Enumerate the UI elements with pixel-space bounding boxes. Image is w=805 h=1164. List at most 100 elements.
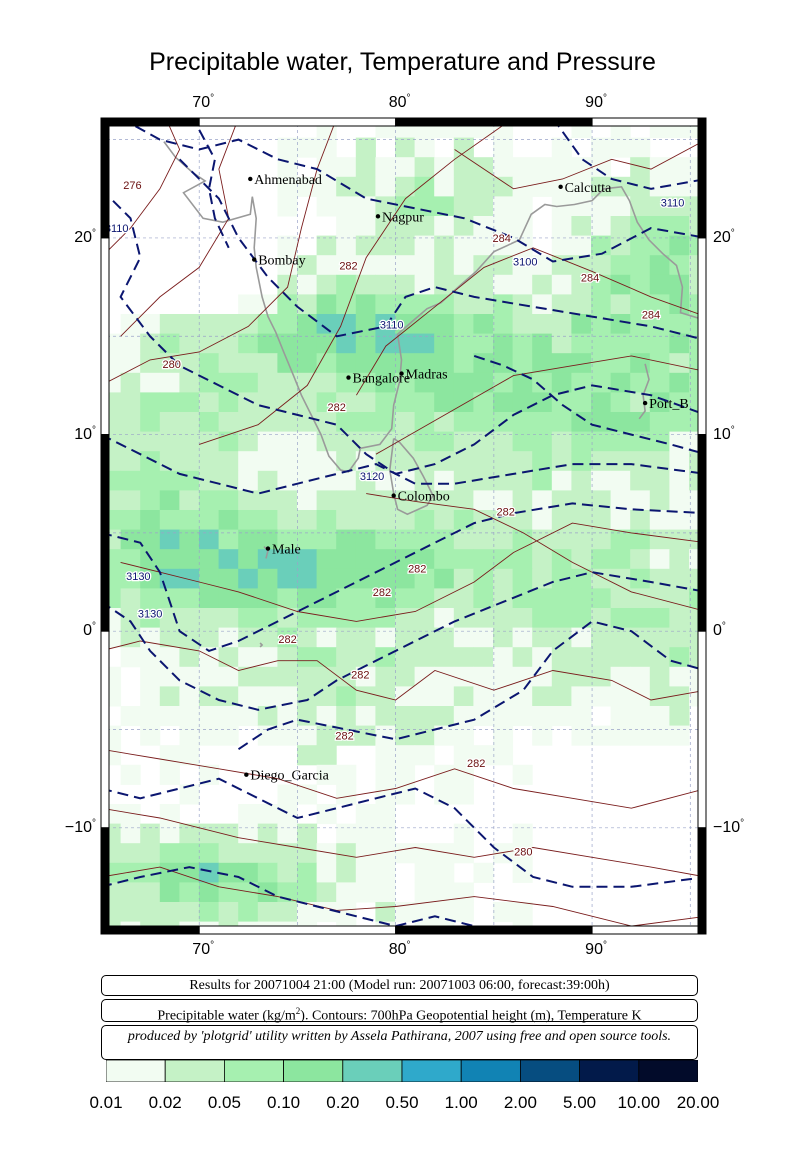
pw-cell <box>297 647 318 668</box>
pw-cell <box>551 274 572 295</box>
pw-cell <box>434 235 455 256</box>
pw-cell <box>453 235 474 256</box>
pw-cell <box>591 216 612 237</box>
pw-cell <box>316 314 337 335</box>
pw-cell <box>336 196 357 217</box>
pw-cell <box>434 666 455 687</box>
pw-cell <box>512 255 533 276</box>
pw-cell <box>277 568 298 589</box>
pw-cell <box>551 157 572 178</box>
pw-cell <box>610 314 631 335</box>
pw-cell <box>453 529 474 550</box>
pw-cell <box>277 451 298 472</box>
frame-bar <box>100 117 200 127</box>
pw-cell <box>159 902 180 923</box>
temperature-contour-line <box>454 139 706 190</box>
pw-cell <box>453 882 474 903</box>
pw-cell <box>591 549 612 570</box>
pw-cell <box>434 372 455 393</box>
temperature-contour-line <box>366 493 706 612</box>
pw-cell <box>277 686 298 707</box>
pw-cell <box>453 157 474 178</box>
pw-cell <box>610 686 631 707</box>
pw-cell <box>238 333 259 354</box>
pw-cell <box>297 725 318 746</box>
pw-cell <box>159 412 180 433</box>
pw-cell <box>610 510 631 531</box>
pw-cell <box>218 529 239 550</box>
pw-cell <box>434 706 455 727</box>
pw-cell <box>473 216 494 237</box>
pw-cell <box>336 157 357 178</box>
contour-label: 3110 <box>661 198 685 210</box>
pw-cell <box>375 862 396 883</box>
pw-cell <box>375 353 396 374</box>
pw-cell <box>336 549 357 570</box>
pw-cell <box>434 294 455 315</box>
pw-cell <box>336 412 357 433</box>
pw-cell <box>316 353 337 374</box>
pw-cell <box>473 862 494 883</box>
pw-cell <box>140 568 161 589</box>
pw-cell <box>453 725 474 746</box>
pw-cell <box>179 608 200 629</box>
pw-cell <box>257 510 278 531</box>
pw-cell <box>120 392 141 413</box>
pw-cell <box>610 392 631 413</box>
frame-bar <box>100 434 110 632</box>
pw-cell <box>493 294 514 315</box>
pw-cell <box>257 392 278 413</box>
pw-cell <box>375 372 396 393</box>
pw-cell <box>649 157 670 178</box>
pw-cell <box>355 333 376 354</box>
pw-cell <box>257 431 278 452</box>
color-scale-swatch <box>164 1060 225 1082</box>
pw-cell <box>297 392 318 413</box>
axis-tick-label: 80° <box>388 940 411 958</box>
pw-cell <box>316 196 337 217</box>
pw-cell <box>140 372 161 393</box>
pw-cell <box>355 588 376 609</box>
pw-cell <box>571 627 592 648</box>
pw-cell <box>414 137 435 158</box>
pw-cell <box>630 353 651 374</box>
pw-cell <box>336 274 357 295</box>
pw-cell <box>316 862 337 883</box>
pw-cell <box>140 314 161 335</box>
pw-cell <box>610 451 631 472</box>
pw-cell <box>218 608 239 629</box>
temperature-contour-line <box>199 118 514 445</box>
pw-cell <box>355 196 376 217</box>
pw-cell <box>336 490 357 511</box>
pw-cell <box>395 568 416 589</box>
pw-cell <box>238 706 259 727</box>
pw-cell <box>512 353 533 374</box>
pw-cell <box>355 804 376 825</box>
pw-cell <box>159 843 180 864</box>
pw-cell <box>532 255 553 276</box>
color-scale-swatch <box>106 1060 166 1082</box>
pw-cell <box>610 490 631 511</box>
pw-cell <box>316 255 337 276</box>
color-scale-label: 2.00 <box>503 1093 537 1112</box>
pw-cell <box>512 627 533 648</box>
pw-cell <box>532 627 553 648</box>
pw-cell <box>434 902 455 923</box>
pw-cell <box>375 392 396 413</box>
pw-cell <box>473 372 494 393</box>
pw-cell <box>336 353 357 374</box>
pw-cell <box>238 608 259 629</box>
pw-cell <box>493 902 514 923</box>
pw-cell <box>297 745 318 766</box>
pw-cell <box>140 333 161 354</box>
pw-cell <box>434 314 455 335</box>
color-scale-label: 1.00 <box>444 1093 478 1112</box>
pw-cell <box>238 314 259 335</box>
color-scale-swatch <box>224 1060 285 1082</box>
pw-cell <box>434 882 455 903</box>
pw-cell <box>669 608 690 629</box>
pw-cell <box>355 627 376 648</box>
pw-cell <box>120 882 141 903</box>
pw-cell <box>434 470 455 491</box>
pw-cell <box>120 608 141 629</box>
